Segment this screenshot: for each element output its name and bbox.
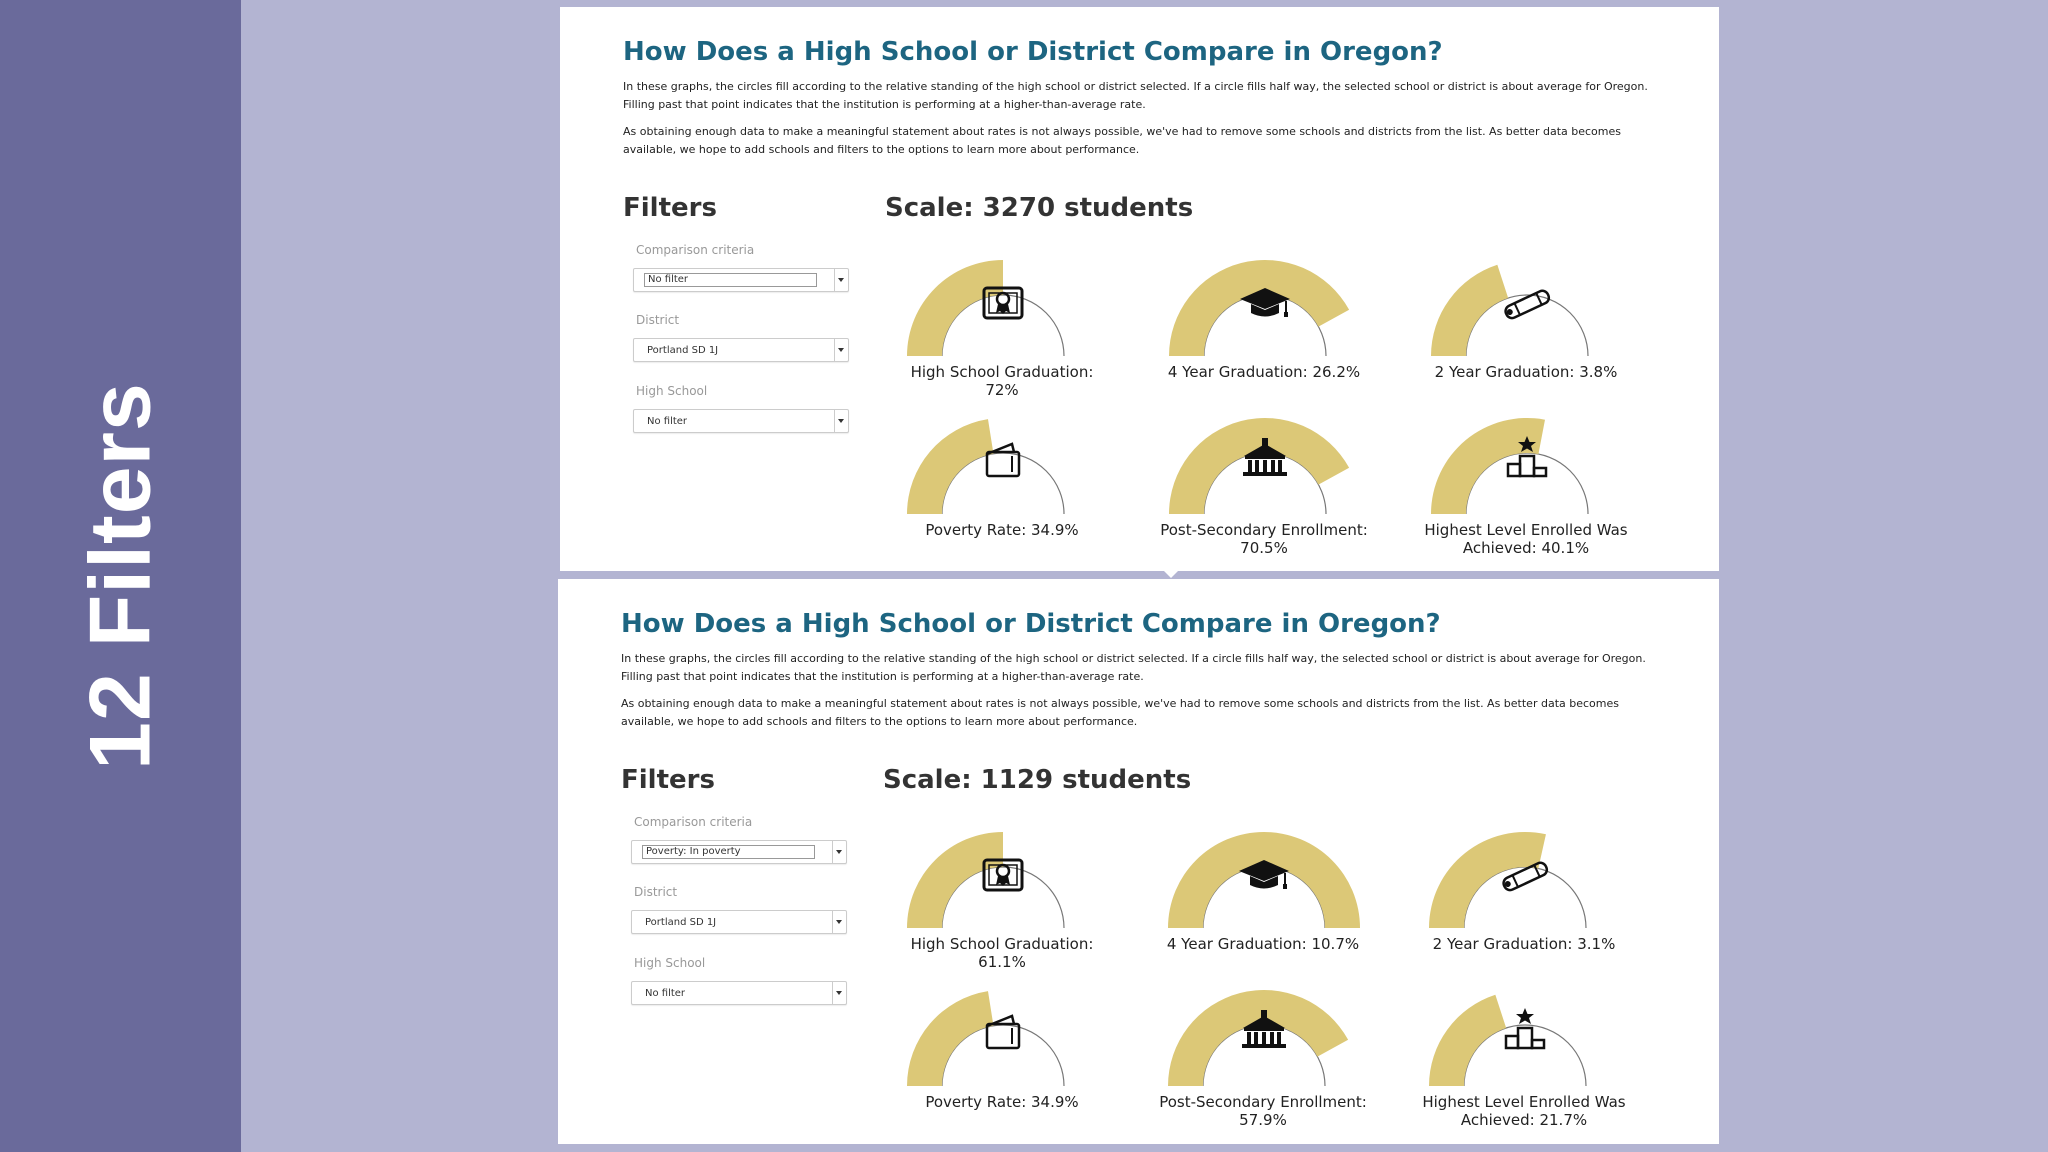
comparison-criteria-value: No filter <box>644 273 817 287</box>
gauge-arc <box>1429 832 1587 929</box>
sidebar-title: 12 Filters <box>72 382 168 770</box>
gauge-label: 4 Year Graduation: 26.2% <box>1167 363 1361 381</box>
chevron-down-icon[interactable] <box>832 911 846 933</box>
gauge-arc <box>907 260 1065 357</box>
gauge-label: 2 Year Graduation: 3.1% <box>1432 935 1616 953</box>
gauge-outline <box>1465 294 1589 357</box>
gauge-fill <box>907 260 1003 356</box>
gauge-label: Poverty Rate: 34.9% <box>925 521 1079 539</box>
filters-heading: Filters <box>623 193 717 223</box>
scroll-icon <box>1502 861 1549 892</box>
comparison-criteria-select[interactable]: No filter <box>633 268 849 292</box>
chevron-down-icon[interactable] <box>832 982 846 1004</box>
gauge-post-secondary-enrollment: Post-Secondary Enrollment: 70.5% <box>1154 394 1374 564</box>
podium-icon <box>1504 1008 1546 1050</box>
district-value: Portland SD 1J <box>645 917 717 928</box>
gauge-label: Poverty Rate: 34.9% <box>925 1093 1079 1111</box>
gauge-highest-level-achieved: Highest Level Enrolled Was Achieved: 21.… <box>1414 966 1634 1136</box>
high-school-select[interactable]: No filter <box>631 981 847 1005</box>
gauge-fill <box>1431 264 1509 356</box>
diploma-icon <box>982 858 1024 892</box>
gauge-fill <box>1169 417 1350 514</box>
comparison-criteria-label: Comparison criteria <box>636 243 755 257</box>
gauge-fill <box>1429 832 1546 928</box>
gauge-fill <box>1168 832 1360 928</box>
gauge-fill <box>1429 994 1507 1086</box>
gauge-2-year-graduation: 2 Year Graduation: 3.1% <box>1414 808 1634 978</box>
gauge-4-year-graduation: 4 Year Graduation: 10.7% <box>1153 808 1373 978</box>
podium-icon <box>1506 436 1548 478</box>
filters-heading: Filters <box>621 765 715 795</box>
gauge-fill <box>907 991 994 1086</box>
gauge-label: 2 Year Graduation: 3.8% <box>1434 363 1618 381</box>
data-note-paragraph: As obtaining enough data to make a meani… <box>621 697 1619 728</box>
chevron-down-icon[interactable] <box>832 841 846 863</box>
gauge-label: Highest Level Enrolled Was Achieved: 21.… <box>1422 1093 1626 1129</box>
panel-title: How Does a High School or District Compa… <box>621 609 1441 639</box>
gauge-high-school-graduation: High School Graduation: 61.1% <box>892 808 1112 978</box>
gauge-arc <box>907 832 1065 929</box>
high-school-label: High School <box>636 384 708 398</box>
gauge-arc <box>1431 264 1589 357</box>
gauge-label: High School Graduation: 61.1% <box>910 935 1094 971</box>
university-building-icon <box>1242 1010 1286 1048</box>
chevron-down-icon[interactable] <box>834 269 848 291</box>
comparison-criteria-value: Poverty: In poverty <box>642 845 815 859</box>
comparison-panel-2: How Does a High School or District Compa… <box>558 579 1719 1144</box>
graduation-cap-icon <box>1240 288 1290 317</box>
high-school-select[interactable]: No filter <box>633 409 849 433</box>
gauge-fill <box>1168 990 1349 1086</box>
gauge-post-secondary-enrollment: Post-Secondary Enrollment: 57.9% <box>1153 966 1373 1136</box>
gauge-label: Highest Level Enrolled Was Achieved: 40.… <box>1424 521 1628 557</box>
gauge-4-year-graduation: 4 Year Graduation: 26.2% <box>1154 236 1374 406</box>
comparison-criteria-label: Comparison criteria <box>634 815 753 829</box>
chevron-down-icon[interactable] <box>834 410 848 432</box>
gauge-fill <box>907 419 994 514</box>
university-building-icon <box>1243 438 1287 476</box>
gauge-arc <box>1429 994 1587 1087</box>
district-label: District <box>634 885 678 899</box>
gauge-poverty-rate: Poverty Rate: 34.9% <box>892 394 1112 564</box>
comparison-panel-1: How Does a High School or District Compa… <box>560 7 1719 571</box>
chevron-down-icon[interactable] <box>834 339 848 361</box>
district-select[interactable]: Portland SD 1J <box>633 338 849 362</box>
sidebar: 12 Filters <box>0 0 241 1152</box>
district-label: District <box>636 313 680 327</box>
intro-paragraph: In these graphs, the circles fill accord… <box>623 80 1648 111</box>
high-school-value: No filter <box>645 988 686 999</box>
graduation-cap-icon <box>1239 860 1289 889</box>
panel-title: How Does a High School or District Compa… <box>623 37 1443 67</box>
wallet-icon <box>985 442 1021 478</box>
diploma-icon <box>982 286 1024 320</box>
gauge-label: Post-Secondary Enrollment: 57.9% <box>1159 1093 1367 1129</box>
gauge-label: High School Graduation: 72% <box>910 363 1094 399</box>
wallet-icon <box>985 1014 1021 1050</box>
scroll-icon <box>1504 289 1551 320</box>
gauge-fill <box>1169 259 1350 356</box>
district-value: Portland SD 1J <box>647 345 719 356</box>
comparison-criteria-select[interactable]: Poverty: In poverty <box>631 840 847 864</box>
gauge-poverty-rate: Poverty Rate: 34.9% <box>892 966 1112 1136</box>
data-note-paragraph: As obtaining enough data to make a meani… <box>623 125 1621 156</box>
gauge-label: 4 Year Graduation: 10.7% <box>1166 935 1360 953</box>
gauge-label: Post-Secondary Enrollment: 70.5% <box>1160 521 1368 557</box>
gauge-fill <box>907 832 1003 928</box>
high-school-label: High School <box>634 956 706 970</box>
gauge-2-year-graduation: 2 Year Graduation: 3.8% <box>1416 236 1636 406</box>
gauge-arc <box>1431 418 1589 515</box>
gauge-fill <box>1431 418 1545 514</box>
gauge-highest-level-achieved: Highest Level Enrolled Was Achieved: 40.… <box>1416 394 1636 564</box>
gauge-outline <box>1463 1024 1587 1087</box>
district-select[interactable]: Portland SD 1J <box>631 910 847 934</box>
scale-heading: Scale: 1129 students <box>883 765 1192 795</box>
scale-heading: Scale: 3270 students <box>885 193 1194 223</box>
high-school-value: No filter <box>647 416 688 427</box>
gauge-high-school-graduation: High School Graduation: 72% <box>892 236 1112 406</box>
panel-pointer <box>1159 566 1183 578</box>
intro-paragraph: In these graphs, the circles fill accord… <box>621 652 1646 683</box>
